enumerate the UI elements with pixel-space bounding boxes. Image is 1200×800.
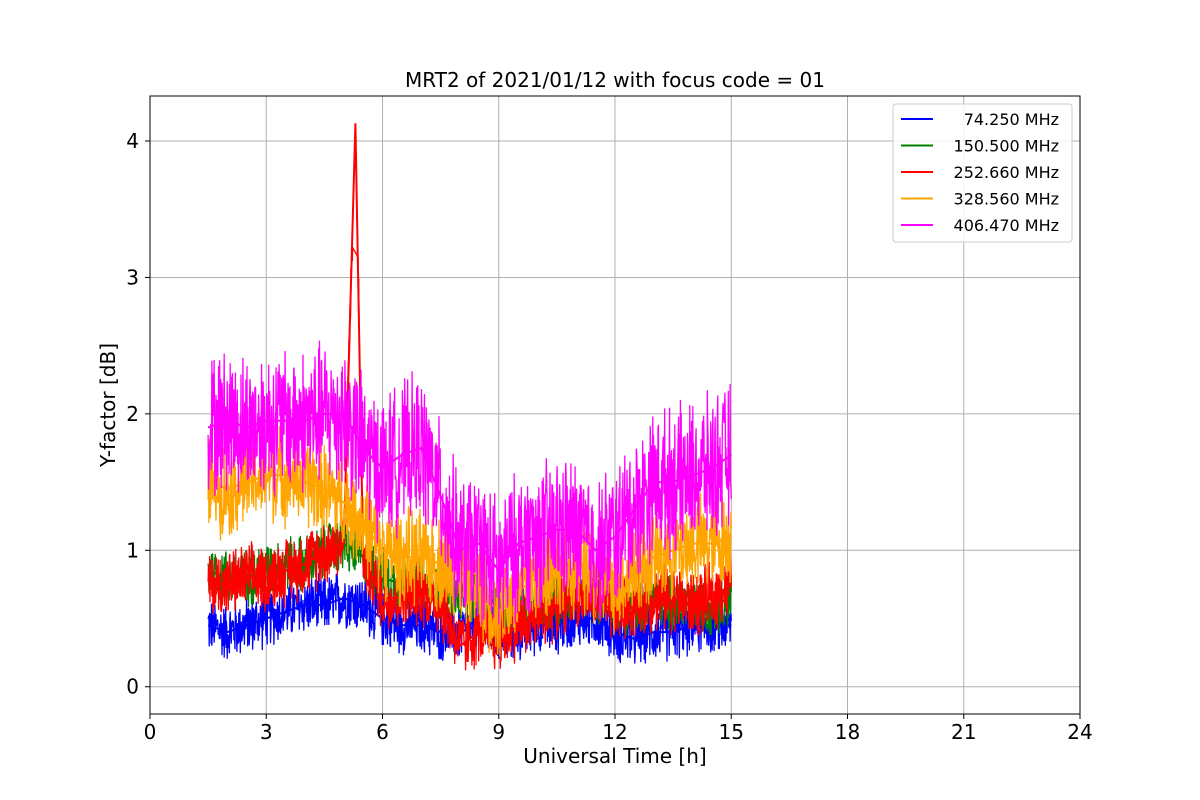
y-axis-label: Y-factor [dB] <box>96 343 120 468</box>
legend-label: 150.500 MHz <box>954 137 1059 156</box>
x-tick-label: 9 <box>492 720 505 744</box>
legend-item: 252.660 MHz <box>901 163 1059 182</box>
series-line <box>207 246 732 671</box>
legend-box <box>892 103 1073 243</box>
legend-item: 150.500 MHz <box>901 137 1059 156</box>
x-tick-label: 3 <box>260 720 273 744</box>
x-axis-label: Universal Time [h] <box>523 744 706 768</box>
legend-item: 406.470 MHz <box>901 216 1059 235</box>
y-tick-label: 2 <box>126 402 139 426</box>
series-line <box>207 340 732 625</box>
series-layer <box>207 123 732 671</box>
y-tick-label: 0 <box>126 675 139 699</box>
x-tick-label: 0 <box>144 720 157 744</box>
x-tick-label: 18 <box>835 720 860 744</box>
legend-label: 74.250 MHz <box>964 110 1059 129</box>
legend-label: 328.560 MHz <box>954 190 1059 209</box>
x-tick-label: 15 <box>719 720 744 744</box>
y-tick-label: 4 <box>126 129 139 153</box>
series-4 <box>207 340 732 625</box>
legend-label: 406.470 MHz <box>954 216 1059 235</box>
series-trend <box>207 474 732 614</box>
legend-label: 252.660 MHz <box>954 163 1059 182</box>
y-tick-label: 1 <box>126 538 139 562</box>
x-tick-label: 21 <box>951 720 976 744</box>
legend: 74.250 MHz 150.500 MHz 252.660 MHz 328.560 … <box>892 103 1073 243</box>
legend-item: 74.250 MHz <box>901 110 1059 129</box>
series-trend <box>207 412 732 573</box>
chart-title: MRT2 of 2021/01/12 with focus code = 01 <box>405 68 825 92</box>
x-tick-label: 6 <box>376 720 389 744</box>
x-tick-label: 12 <box>602 720 627 744</box>
y-axis: 0 1 2 3 4 <box>126 129 150 699</box>
x-axis: 0 3 6 9 12 15 18 21 24 <box>144 714 1093 744</box>
y-tick-label: 3 <box>126 265 139 289</box>
x-tick-label: 24 <box>1067 720 1092 744</box>
legend-item: 328.560 MHz <box>901 190 1059 209</box>
